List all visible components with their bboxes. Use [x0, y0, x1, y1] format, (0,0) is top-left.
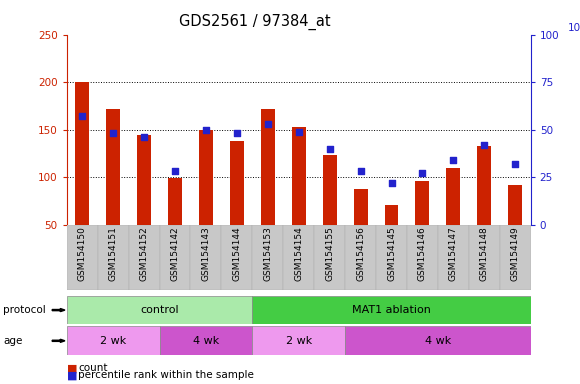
Bar [447, 168, 461, 225]
Text: GDS2561 / 97384_at: GDS2561 / 97384_at [179, 13, 331, 30]
Point [108, 130, 118, 136]
Text: GSM154156: GSM154156 [356, 227, 365, 281]
Point [418, 170, 427, 176]
Text: ■: ■ [67, 363, 77, 373]
Bar [283, 225, 314, 290]
Bar [222, 225, 252, 290]
Point [356, 168, 365, 174]
Point [78, 113, 87, 119]
Bar [67, 225, 97, 290]
Bar [67, 296, 252, 324]
Bar [67, 326, 160, 355]
Point [201, 127, 211, 133]
Bar [376, 225, 407, 290]
Text: 4 wk: 4 wk [425, 336, 451, 346]
Bar [97, 225, 129, 290]
Text: GSM154147: GSM154147 [449, 227, 458, 281]
Bar [261, 109, 275, 225]
Bar [345, 225, 376, 290]
Bar [168, 178, 182, 225]
Bar [190, 225, 222, 290]
Text: GSM154148: GSM154148 [480, 227, 489, 281]
Bar [438, 225, 469, 290]
Bar [415, 181, 429, 225]
Bar [314, 225, 345, 290]
Bar [160, 326, 252, 355]
Bar [354, 189, 368, 225]
Bar [385, 205, 398, 225]
Text: GSM154151: GSM154151 [108, 227, 118, 281]
Point [232, 130, 241, 136]
Bar [508, 185, 522, 225]
Bar [252, 225, 283, 290]
Bar [160, 225, 190, 290]
Text: 2 wk: 2 wk [100, 336, 126, 346]
Bar [469, 225, 500, 290]
Point [171, 168, 180, 174]
Text: 2 wk: 2 wk [285, 336, 312, 346]
Text: GSM154154: GSM154154 [294, 227, 303, 281]
Text: GSM154149: GSM154149 [511, 227, 520, 281]
Point [263, 121, 273, 127]
Bar [407, 225, 438, 290]
Text: GSM154145: GSM154145 [387, 227, 396, 281]
Bar [252, 326, 345, 355]
Text: GSM154155: GSM154155 [325, 227, 334, 281]
Text: count: count [78, 363, 108, 373]
Text: age: age [3, 336, 22, 346]
Bar [477, 146, 491, 225]
Bar [137, 135, 151, 225]
Bar [230, 141, 244, 225]
Bar [199, 130, 213, 225]
Text: MAT1 ablation: MAT1 ablation [352, 305, 431, 315]
Text: percentile rank within the sample: percentile rank within the sample [78, 370, 254, 380]
Bar [345, 326, 531, 355]
Bar [292, 127, 306, 225]
Text: protocol: protocol [3, 305, 46, 315]
Point [325, 146, 334, 152]
Text: GSM154150: GSM154150 [78, 227, 86, 281]
Bar [500, 225, 531, 290]
Bar [252, 296, 531, 324]
Point [480, 142, 489, 148]
Text: GSM154144: GSM154144 [233, 227, 241, 281]
Bar [75, 82, 89, 225]
Bar [106, 109, 120, 225]
Text: 4 wk: 4 wk [193, 336, 219, 346]
Text: GSM154142: GSM154142 [171, 227, 179, 281]
Point [387, 180, 396, 186]
Text: GSM154153: GSM154153 [263, 227, 272, 281]
Text: GSM154152: GSM154152 [140, 227, 148, 281]
Text: GSM154143: GSM154143 [201, 227, 211, 281]
Text: control: control [140, 305, 179, 315]
Point [449, 157, 458, 163]
Text: GSM154146: GSM154146 [418, 227, 427, 281]
Point [294, 128, 303, 134]
Text: 100%: 100% [568, 23, 580, 33]
Point [510, 161, 520, 167]
Point [139, 134, 148, 140]
Bar [322, 155, 336, 225]
Bar [129, 225, 160, 290]
Text: ■: ■ [67, 370, 77, 380]
